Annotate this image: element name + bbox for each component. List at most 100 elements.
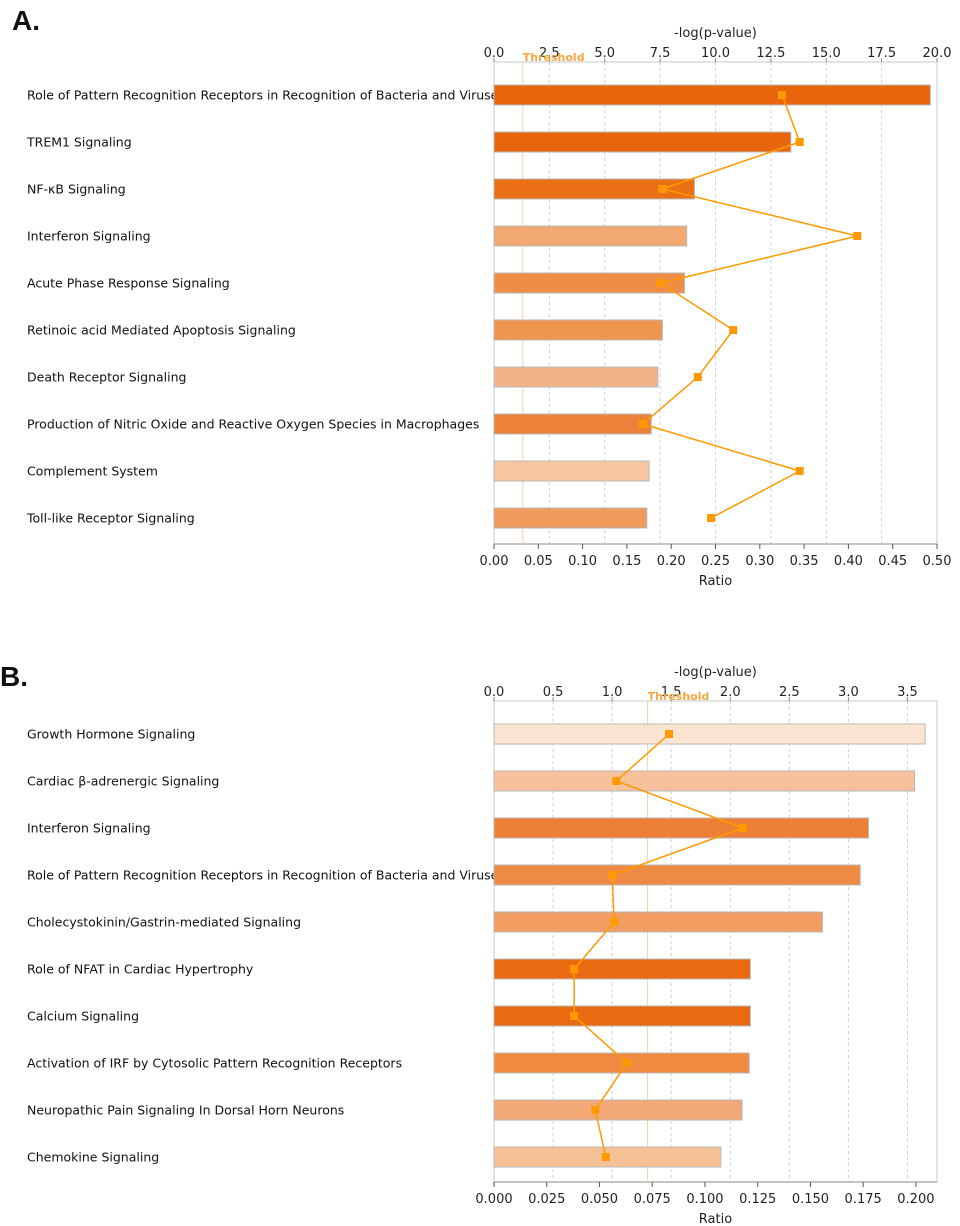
- category-label: Growth Hormone Signaling: [27, 727, 195, 742]
- panel-label: B.: [0, 661, 28, 692]
- bar: [493, 225, 688, 247]
- category-label: Role of NFAT in Cardiac Hypertrophy: [27, 962, 254, 977]
- category-label: Activation of IRF by Cytosolic Pattern R…: [27, 1056, 402, 1071]
- chart-panel-a: A. 0.0 2.5 5.0 7.5 10.0 12.5 15.0 17.5 20.0 -log(p…: [12, 5, 951, 589]
- bottom-tick-label: 0.40: [834, 554, 863, 569]
- bottom-tick-label: 0.000: [475, 1192, 512, 1207]
- ratio-point: [693, 373, 702, 381]
- bar: [493, 1052, 750, 1074]
- ratio-point: [658, 185, 667, 193]
- bottom-tick-label: 0.05: [524, 554, 553, 569]
- threshold-label: Threshold: [648, 690, 710, 703]
- bottom-tick-label: 0.45: [878, 554, 907, 569]
- bar: [493, 864, 861, 886]
- category-label: Cholecystokinin/Gastrin-mediated Signali…: [27, 915, 301, 930]
- bar: [493, 817, 869, 839]
- category-label: TREM1 Signaling: [26, 135, 132, 150]
- top-tick-label: 2.5: [539, 46, 560, 61]
- bar: [493, 319, 663, 341]
- category-label: NF-κB Signaling: [27, 182, 126, 197]
- ratio-point: [777, 91, 786, 99]
- category-label: Production of Nitric Oxide and Reactive …: [27, 417, 479, 432]
- category-label: Retinoic acid Mediated Apoptosis Signali…: [27, 323, 296, 338]
- bar: [493, 178, 695, 200]
- category-label: Toll-like Receptor Signaling: [26, 511, 195, 526]
- top-tick-label: 5.0: [594, 46, 615, 61]
- bottom-tick-label: 0.100: [686, 1192, 723, 1207]
- top-tick-label: 0.0: [484, 685, 505, 700]
- bar: [493, 272, 685, 294]
- ratio-point: [707, 514, 716, 522]
- top-tick-label: 17.5: [867, 46, 896, 61]
- top-tick-label: 2.0: [720, 685, 741, 700]
- top-tick-label: 15.0: [812, 46, 841, 61]
- bar: [493, 131, 792, 153]
- category-label: Cardiac β-adrenergic Signaling: [27, 774, 219, 789]
- top-axis-title: -log(p-value): [674, 26, 757, 41]
- bottom-tick-label: 0.075: [634, 1192, 671, 1207]
- panel-label: A.: [12, 5, 40, 36]
- bar: [493, 911, 823, 933]
- bar: [493, 366, 659, 388]
- ratio-point: [622, 1059, 631, 1067]
- bottom-tick-label: 0.25: [701, 554, 730, 569]
- bottom-tick-label: 0.20: [657, 554, 686, 569]
- ratio-point: [601, 1153, 610, 1161]
- bar: [493, 84, 931, 106]
- category-label: Role of Pattern Recognition Receptors in…: [27, 88, 505, 103]
- bottom-tick-label: 0.125: [739, 1192, 776, 1207]
- ratio-line: [641, 94, 858, 519]
- bottom-tick-label: 0.175: [845, 1192, 882, 1207]
- ratio-point: [656, 279, 665, 287]
- category-label: Death Receptor Signaling: [27, 370, 186, 385]
- ratio-point: [853, 232, 862, 240]
- bottom-axis-title: Ratio: [699, 574, 732, 589]
- bottom-tick-label: 0.15: [612, 554, 641, 569]
- top-tick-label: 2.5: [779, 685, 800, 700]
- bar: [493, 723, 926, 745]
- top-tick-label: 0.5: [543, 685, 564, 700]
- top-tick-label: 10.0: [701, 46, 730, 61]
- ratio-point: [795, 467, 804, 475]
- bottom-tick-label: 0.10: [568, 554, 597, 569]
- bottom-tick-label: 0.30: [745, 554, 774, 569]
- bottom-tick-label: 0.200: [897, 1192, 934, 1207]
- ratio-point: [570, 1012, 579, 1020]
- ratio-point: [638, 420, 647, 428]
- bottom-tick-label: 0.35: [790, 554, 819, 569]
- threshold-label: Threshold: [523, 51, 585, 64]
- category-label: Calcium Signaling: [27, 1009, 139, 1024]
- top-tick-label: 20.0: [923, 46, 952, 61]
- bar: [493, 460, 650, 482]
- ratio-point: [795, 138, 804, 146]
- ratio-point: [608, 871, 617, 879]
- category-label: Complement System: [27, 464, 158, 479]
- ratio-point: [591, 1106, 600, 1114]
- bar: [493, 958, 751, 980]
- bar: [493, 1099, 743, 1121]
- top-tick-label: 1.5: [661, 685, 682, 700]
- ratio-point: [570, 965, 579, 973]
- top-axis-title: -log(p-value): [674, 665, 757, 680]
- ratio-point: [610, 918, 619, 926]
- bottom-tick-label: 0.025: [528, 1192, 565, 1207]
- top-tick-label: 0.0: [484, 46, 505, 61]
- chart-panel-b: B. 0.0 0.5 1.0 1.5 2.0 2.5 3.0 3.5 -log(p-value) 0…: [0, 661, 938, 1226]
- bar: [493, 770, 916, 792]
- ratio-point: [729, 326, 738, 334]
- bottom-tick-label: 0.050: [581, 1192, 618, 1207]
- bar: [493, 413, 652, 435]
- category-label: Role of Pattern Recognition Receptors in…: [27, 868, 505, 883]
- bottom-axis-title: Ratio: [699, 1212, 732, 1226]
- ratio-point: [665, 730, 674, 738]
- category-label: Interferon Signaling: [27, 821, 151, 836]
- ratio-point: [738, 824, 747, 832]
- bottom-tick-label: 0.00: [480, 554, 509, 569]
- category-label: Interferon Signaling: [27, 229, 151, 244]
- top-tick-label: 7.5: [650, 46, 671, 61]
- top-tick-label: 3.0: [838, 685, 859, 700]
- category-label: Neuropathic Pain Signaling In Dorsal Hor…: [27, 1103, 344, 1118]
- bottom-tick-label: 0.150: [792, 1192, 829, 1207]
- bottom-tick-label: 0.50: [923, 554, 952, 569]
